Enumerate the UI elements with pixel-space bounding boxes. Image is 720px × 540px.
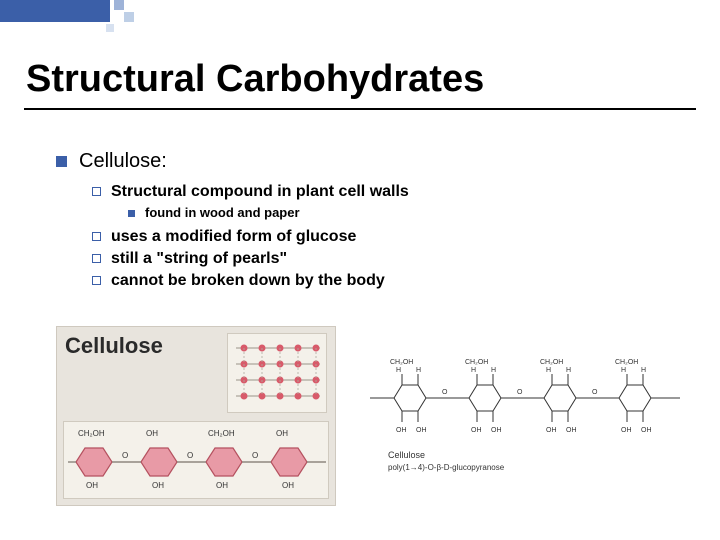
lattice-diagram bbox=[227, 333, 327, 413]
svg-text:OH: OH bbox=[566, 427, 577, 434]
svg-text:OH: OH bbox=[471, 427, 482, 434]
svg-text:OH: OH bbox=[216, 481, 228, 490]
svg-text:O: O bbox=[252, 451, 258, 460]
svg-text:CH₂OH: CH₂OH bbox=[465, 359, 488, 366]
svg-text:O: O bbox=[187, 451, 193, 460]
small-square-bullet-icon bbox=[128, 210, 135, 217]
svg-text:H: H bbox=[396, 367, 401, 374]
chem-label: CH₂OH bbox=[78, 429, 105, 438]
svg-text:O: O bbox=[122, 451, 128, 460]
corner-decoration bbox=[0, 0, 140, 36]
bullet-text: still a "string of pearls" bbox=[111, 250, 287, 268]
svg-text:Cellulose: Cellulose bbox=[388, 450, 425, 460]
svg-text:H: H bbox=[566, 367, 571, 374]
svg-text:OH: OH bbox=[282, 481, 294, 490]
glucose-chain-diagram: CH₂OH OH CH₂OH OH OH OH OH OH O O O bbox=[63, 421, 329, 499]
svg-text:poly(1→4)-O-β-D-glucopyranose: poly(1→4)-O-β-D-glucopyranose bbox=[388, 463, 505, 472]
svg-text:CH₂OH: CH₂OH bbox=[615, 359, 638, 366]
hollow-square-bullet-icon bbox=[92, 187, 101, 196]
svg-text:O: O bbox=[517, 389, 523, 396]
chem-label: OH bbox=[276, 429, 288, 438]
deco-bar bbox=[0, 0, 110, 22]
hollow-square-bullet-icon bbox=[92, 276, 101, 285]
svg-text:OH: OH bbox=[621, 427, 632, 434]
svg-text:OH: OH bbox=[416, 427, 427, 434]
bullet-level2: uses a modified form of glucose bbox=[92, 228, 690, 246]
bullet-text: cannot be broken down by the body bbox=[111, 272, 385, 290]
svg-text:H: H bbox=[416, 367, 421, 374]
svg-text:O: O bbox=[592, 389, 598, 396]
bullet-text: uses a modified form of glucose bbox=[111, 228, 356, 246]
deco-square bbox=[106, 24, 114, 32]
slide-title: Structural Carbohydrates bbox=[26, 58, 484, 101]
hollow-square-bullet-icon bbox=[92, 254, 101, 263]
svg-text:H: H bbox=[641, 367, 646, 374]
hollow-square-bullet-icon bbox=[92, 232, 101, 241]
bullet-level1: Cellulose: bbox=[56, 150, 690, 173]
bullet-level2: Structural compound in plant cell walls bbox=[92, 183, 690, 201]
bullet-text: Structural compound in plant cell walls bbox=[111, 183, 409, 201]
svg-text:H: H bbox=[491, 367, 496, 374]
svg-text:CH₂OH: CH₂OH bbox=[390, 359, 413, 366]
svg-text:CH₂OH: CH₂OH bbox=[540, 359, 563, 366]
chem-label: CH₂OH bbox=[208, 429, 235, 438]
title-underline bbox=[24, 108, 696, 110]
cellulose-figure-right: CH₂OHCH₂OH CH₂OHCH₂OH OHOH OHOH OHOH OHO… bbox=[360, 336, 690, 496]
svg-text:OH: OH bbox=[396, 427, 407, 434]
svg-text:H: H bbox=[546, 367, 551, 374]
svg-text:OH: OH bbox=[546, 427, 557, 434]
svg-text:OH: OH bbox=[152, 481, 164, 490]
content-area: Cellulose: Structural compound in plant … bbox=[56, 150, 690, 294]
bullet-level2: cannot be broken down by the body bbox=[92, 272, 690, 290]
svg-text:OH: OH bbox=[641, 427, 652, 434]
cellulose-figure-left: Cellulose bbox=[56, 326, 336, 506]
svg-text:O: O bbox=[442, 389, 448, 396]
svg-text:H: H bbox=[471, 367, 476, 374]
bullet-text: found in wood and paper bbox=[145, 205, 300, 220]
bullet-text: Cellulose: bbox=[79, 150, 167, 173]
bullet-level2: still a "string of pearls" bbox=[92, 250, 690, 268]
deco-square bbox=[114, 0, 124, 10]
svg-text:OH: OH bbox=[86, 481, 98, 490]
square-bullet-icon bbox=[56, 156, 67, 167]
deco-square bbox=[124, 12, 134, 22]
figure-label: Cellulose bbox=[65, 333, 163, 359]
lattice-svg bbox=[228, 334, 328, 414]
svg-text:OH: OH bbox=[491, 427, 502, 434]
skeletal-svg: CH₂OHCH₂OH CH₂OHCH₂OH OHOH OHOH OHOH OHO… bbox=[360, 336, 690, 496]
svg-text:H: H bbox=[621, 367, 626, 374]
chain-svg: CH₂OH OH CH₂OH OH OH OH OH OH O O O bbox=[64, 422, 330, 498]
chem-label: OH bbox=[146, 429, 158, 438]
bullet-level3: found in wood and paper bbox=[128, 205, 690, 220]
